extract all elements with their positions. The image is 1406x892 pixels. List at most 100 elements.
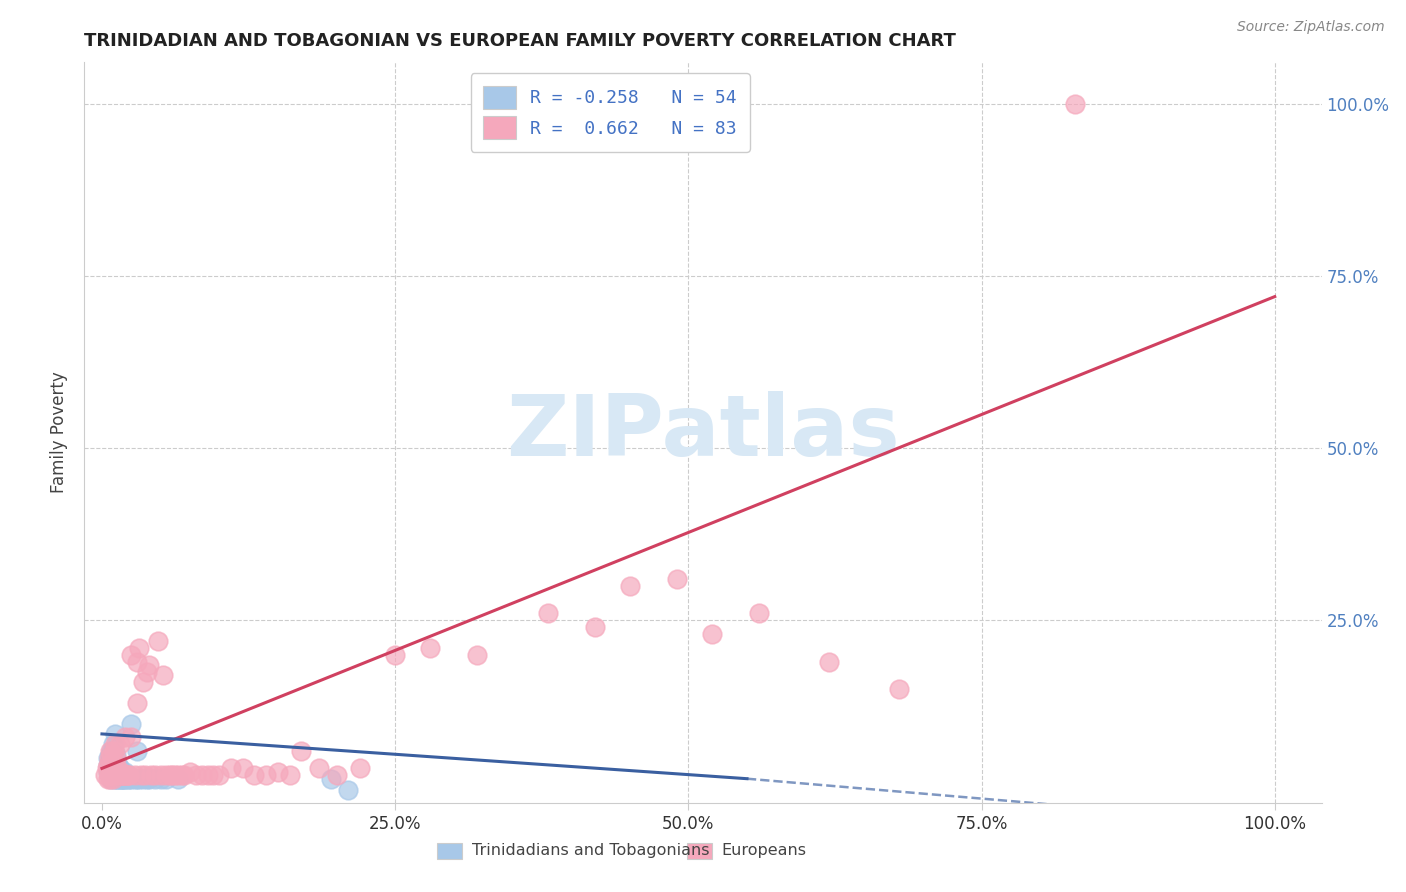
- Point: [162, 768, 184, 782]
- Point: [325, 768, 347, 782]
- Point: [98, 768, 121, 782]
- Point: [120, 731, 142, 745]
- Point: [700, 627, 723, 641]
- Point: [104, 768, 127, 782]
- Point: [98, 744, 121, 758]
- Point: [100, 772, 122, 786]
- Point: [115, 768, 138, 782]
- Point: [152, 668, 174, 682]
- Text: ZIPatlas: ZIPatlas: [506, 391, 900, 475]
- Text: TRINIDADIAN AND TOBAGONIAN VS EUROPEAN FAMILY POVERTY CORRELATION CHART: TRINIDADIAN AND TOBAGONIAN VS EUROPEAN F…: [84, 32, 956, 50]
- Point: [101, 755, 124, 769]
- Point: [197, 768, 219, 782]
- Point: [103, 764, 125, 779]
- Point: [100, 744, 122, 758]
- Point: [107, 768, 129, 782]
- Point: [120, 716, 142, 731]
- Point: [278, 768, 301, 782]
- Point: [889, 682, 911, 697]
- Legend: R = -0.258   N = 54, R =  0.662   N = 83: R = -0.258 N = 54, R = 0.662 N = 83: [471, 73, 749, 152]
- Point: [127, 744, 149, 758]
- Point: [114, 731, 136, 745]
- Point: [141, 768, 163, 782]
- Bar: [688, 843, 711, 859]
- Point: [112, 768, 135, 782]
- Text: Europeans: Europeans: [721, 844, 807, 858]
- Point: [143, 772, 166, 786]
- Point: [108, 772, 131, 786]
- Point: [243, 768, 266, 782]
- Point: [118, 768, 141, 782]
- Point: [98, 747, 121, 762]
- Point: [103, 755, 125, 769]
- Point: [167, 768, 190, 782]
- Point: [108, 761, 131, 775]
- Point: [465, 648, 488, 662]
- Point: [117, 772, 139, 786]
- Point: [163, 768, 186, 782]
- Point: [97, 764, 120, 779]
- Point: [155, 768, 177, 782]
- Point: [419, 640, 441, 655]
- Point: [101, 772, 124, 786]
- Point: [105, 761, 128, 775]
- Point: [114, 772, 136, 786]
- Point: [143, 768, 166, 782]
- Point: [97, 751, 120, 765]
- Point: [254, 768, 277, 782]
- Point: [98, 751, 121, 765]
- Point: [583, 620, 606, 634]
- Point: [267, 764, 290, 779]
- Point: [536, 607, 558, 621]
- Point: [114, 764, 136, 779]
- Point: [112, 772, 135, 786]
- Point: [100, 768, 122, 782]
- Point: [108, 737, 131, 751]
- Point: [159, 768, 181, 782]
- Point: [107, 772, 129, 786]
- Point: [337, 783, 360, 797]
- Point: [105, 761, 128, 775]
- Point: [678, 96, 700, 111]
- Point: [138, 658, 160, 673]
- Point: [97, 758, 120, 772]
- Point: [104, 727, 127, 741]
- Point: [170, 768, 193, 782]
- Point: [105, 761, 128, 775]
- Point: [290, 744, 312, 758]
- Point: [319, 772, 342, 786]
- Point: [94, 768, 117, 782]
- Point: [98, 768, 121, 782]
- Point: [118, 772, 141, 786]
- Point: [96, 761, 118, 775]
- Point: [98, 761, 121, 775]
- Point: [349, 761, 371, 775]
- Point: [103, 764, 125, 779]
- Point: [112, 772, 135, 786]
- Point: [202, 768, 225, 782]
- Bar: [437, 843, 461, 859]
- Point: [665, 572, 688, 586]
- Point: [179, 764, 201, 779]
- Point: [110, 764, 132, 779]
- Point: [124, 772, 146, 786]
- Point: [101, 768, 124, 782]
- Point: [110, 772, 132, 786]
- Point: [135, 665, 157, 679]
- Point: [155, 772, 177, 786]
- Point: [104, 737, 127, 751]
- Point: [232, 761, 254, 775]
- Point: [103, 744, 125, 758]
- Point: [108, 768, 131, 782]
- Point: [120, 648, 142, 662]
- Point: [107, 758, 129, 772]
- Point: [134, 768, 156, 782]
- Point: [105, 751, 128, 765]
- Point: [149, 768, 172, 782]
- Point: [98, 755, 121, 769]
- Point: [128, 772, 150, 786]
- Point: [105, 772, 128, 786]
- Point: [384, 648, 406, 662]
- Point: [208, 768, 231, 782]
- Point: [100, 764, 122, 779]
